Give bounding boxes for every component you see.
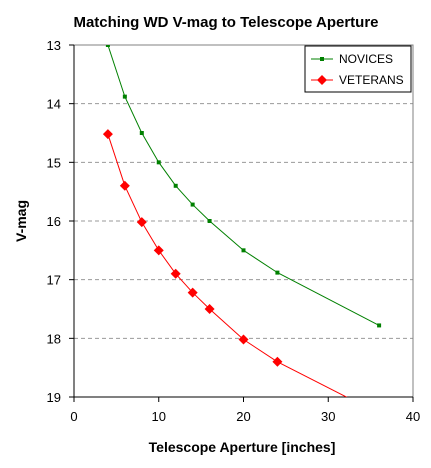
x-tick-label: 30 [321,409,335,424]
y-tick-label: 13 [47,38,61,53]
data-point-veterans [353,398,363,408]
data-point-veterans [204,304,215,314]
x-axis-title: Telescope Aperture [inches] [149,439,336,455]
data-point-novices [173,183,178,188]
x-tick-label: 40 [406,409,420,424]
data-point-novices [122,94,127,99]
data-point-novices [105,45,110,47]
data-point-veterans [153,245,164,256]
y-tick-label: 18 [47,331,61,346]
legend-marker [320,57,324,61]
x-tick-label: 10 [152,409,166,424]
legend-marker [317,75,327,85]
y-axis-title: V-mag [13,200,29,242]
data-point-novices [190,202,195,207]
data-point-veterans [170,268,181,279]
data-point-novices [207,219,212,223]
x-tick-label: 0 [70,409,77,424]
data-point-novices [139,131,144,135]
series-line-novices [107,45,380,326]
data-point-veterans [272,356,283,367]
data-point-novices [156,160,161,165]
plot-area: 13 14 15 16 17 18 19 0 10 20 30 40 [47,38,421,424]
data-point-novices [241,248,246,253]
series-layer [102,45,382,408]
data-point-novices [275,270,280,275]
legend-label: NOVICES [339,52,393,66]
data-point-veterans [102,129,113,140]
chart-title: Matching WD V-mag to Telescope Aperture [73,14,378,31]
legend: NOVICES VETERANS [304,45,412,93]
data-point-veterans [187,287,198,298]
data-point-novices [377,323,382,328]
x-tick-label: 20 [236,409,250,424]
y-tick-label: 17 [47,273,61,288]
data-point-veterans [136,217,147,228]
data-point-veterans [119,180,130,191]
data-point-veterans [238,334,249,345]
y-tick-label: 14 [47,97,61,112]
series-line-veterans [107,134,348,397]
legend-label: VETERANS [339,73,404,87]
y-tick-label: 16 [47,214,61,229]
y-tick-label: 15 [47,155,61,170]
y-tick-label: 19 [47,390,61,405]
